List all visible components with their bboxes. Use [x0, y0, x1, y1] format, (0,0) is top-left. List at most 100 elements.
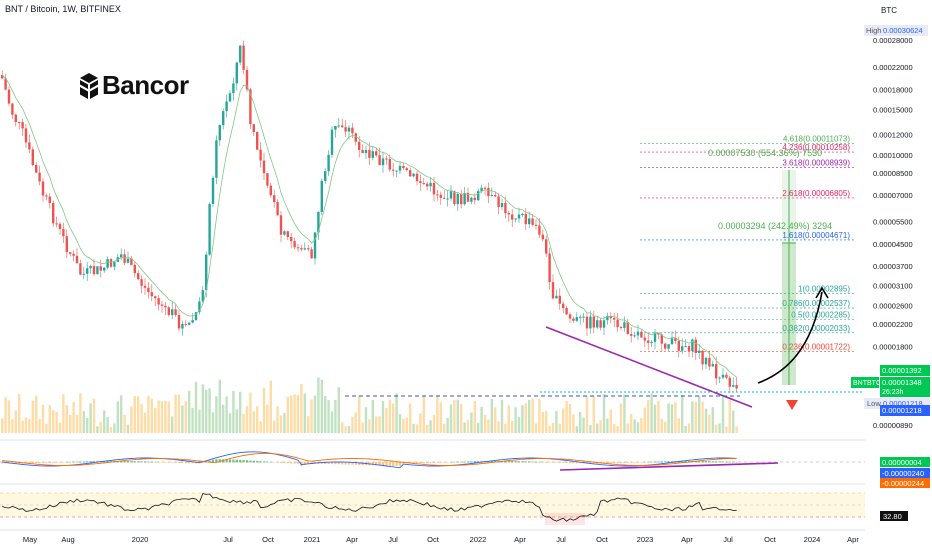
macd-hist-bar — [55, 462, 58, 463]
macd-hist-bar — [698, 461, 701, 463]
volume-bar — [330, 411, 334, 433]
volume-bar — [460, 403, 463, 433]
candle-body — [606, 315, 609, 321]
candle-body — [687, 346, 691, 352]
macd-hist-bar — [31, 462, 34, 464]
candle-body — [201, 290, 204, 302]
macd-hist-bar — [41, 462, 45, 464]
macd-hist-bar — [721, 461, 725, 463]
candle-body — [640, 331, 643, 338]
volume-bar — [147, 395, 150, 433]
volume-bar — [446, 418, 449, 433]
volume-bar — [245, 406, 249, 433]
candle-body — [109, 259, 113, 267]
candle-body — [293, 241, 296, 248]
volume-bar — [653, 404, 657, 433]
candle-body — [320, 180, 323, 212]
macd-hist-bar — [143, 461, 147, 463]
candle-body — [140, 279, 143, 286]
volume-bar — [273, 420, 276, 433]
candle-body — [300, 248, 303, 250]
candle-body — [715, 364, 718, 379]
candle-body — [347, 127, 351, 132]
volume-bar — [497, 421, 500, 433]
low-tag-b — [880, 405, 930, 416]
y-tick-label: 0.00028000 — [873, 36, 913, 45]
macd-hist-bar — [184, 462, 187, 464]
volume-bar — [371, 399, 374, 433]
volume-bar — [38, 418, 41, 433]
macd-hist-bar — [235, 459, 238, 463]
candle-body — [35, 164, 38, 173]
volume-bar — [517, 417, 521, 433]
candle-body — [120, 254, 123, 258]
volume-bar — [585, 395, 589, 433]
candle-body — [86, 268, 89, 274]
macd-hist-bar — [511, 461, 514, 463]
volume-bar — [439, 402, 442, 433]
macd-hist-bar — [347, 462, 351, 465]
candle-body — [266, 173, 269, 186]
volume-bar — [198, 409, 201, 433]
volume-bar — [691, 401, 694, 433]
candle-body — [449, 191, 453, 199]
candle-body — [463, 192, 466, 205]
macd-hist-bar — [633, 462, 636, 463]
macd-hist-bar — [555, 462, 558, 463]
macd-hist-bar — [249, 460, 252, 463]
candle-body — [371, 151, 374, 158]
candle-body — [548, 253, 551, 283]
volume-bar — [208, 388, 211, 433]
candle-body — [691, 339, 694, 352]
macd-tag-2-value: -0.00000240 — [882, 469, 924, 478]
candle-body — [514, 218, 517, 220]
volume-bar — [500, 399, 504, 433]
volume-bar — [619, 403, 623, 433]
candle-body — [72, 253, 75, 256]
fib-level-label: 1(0.00002895) — [798, 284, 850, 293]
volume-bar — [194, 381, 198, 433]
candle-body — [126, 258, 130, 263]
macd-hist-bar — [14, 462, 17, 464]
volume-bar — [313, 395, 317, 433]
volume-bar — [228, 413, 232, 433]
volume-bar — [116, 401, 119, 433]
price-axis: 0.00028000 0.00022000 0.00018000 0.00015000… — [873, 36, 913, 430]
candle-body — [361, 149, 364, 154]
low-tag — [864, 398, 930, 409]
candle-body — [351, 127, 354, 134]
logo-text: Bancor — [102, 70, 189, 100]
support-trendline — [545, 326, 753, 408]
volume-bar — [650, 393, 653, 433]
macd-hist-bar — [286, 462, 289, 464]
macd-hist-bar — [256, 460, 259, 463]
candle-body — [256, 132, 259, 150]
volume-bar — [157, 400, 160, 433]
volume-bar — [205, 389, 208, 433]
candle-body — [296, 247, 300, 249]
macd-tag-2 — [880, 468, 930, 478]
macd-hist-bar — [436, 462, 439, 463]
macd-hist-bar — [188, 462, 191, 464]
volume-bar — [636, 422, 640, 433]
macd-hist-bar — [378, 462, 381, 466]
candle-body — [375, 151, 378, 156]
volume-bar — [174, 394, 177, 433]
volume-bar — [55, 412, 58, 433]
macd-hist-bar — [650, 461, 653, 463]
volume-bar — [477, 423, 480, 433]
volume-bar — [140, 403, 143, 433]
candle-body — [681, 346, 684, 351]
x-tick-label: Apr — [681, 535, 693, 544]
candle-body — [575, 317, 578, 321]
candle-body — [211, 177, 215, 205]
candle-body — [303, 248, 306, 250]
y-tick-label: 0.00005500 — [873, 218, 913, 227]
volume-bar — [106, 416, 109, 433]
fib-level-label: 2.618(0.00006805) — [782, 189, 850, 198]
candle-body — [143, 285, 147, 288]
macd-hist-bar — [157, 461, 160, 463]
volume-bar — [490, 398, 493, 433]
volume-bar — [378, 416, 381, 433]
